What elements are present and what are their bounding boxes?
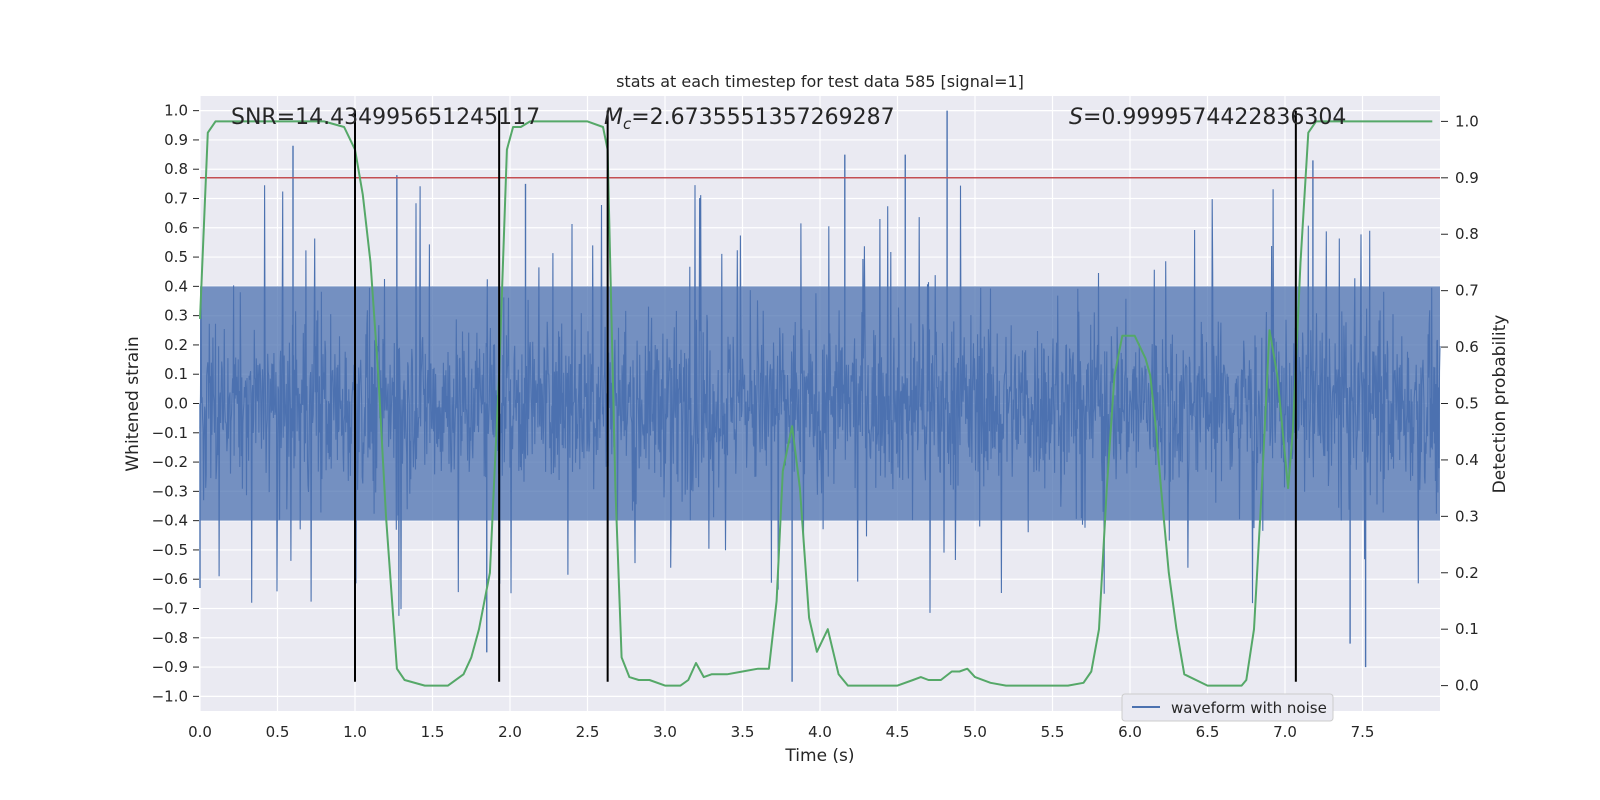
- x-tick-label: 5.0: [963, 723, 987, 741]
- y-tick-label: −0.6: [152, 570, 188, 588]
- waveform-series: [199, 110, 1441, 682]
- y2-tick-label: 0.9: [1455, 169, 1479, 187]
- probability-series: [199, 120, 1433, 687]
- x-tick-label: 6.5: [1196, 723, 1220, 741]
- chirp-mass-annotation: Mc=2.6735551357269287: [604, 105, 895, 133]
- y2-axis-label: Detection probability: [1490, 315, 1510, 494]
- y-tick-label: 0.1: [164, 365, 188, 383]
- y-tick-label: 0.6: [164, 219, 188, 237]
- x-tick-label: 4.5: [886, 723, 910, 741]
- y2-tick-label: 0.0: [1455, 677, 1479, 695]
- x-tick-label: 7.5: [1351, 723, 1375, 741]
- y-tick-label: −0.3: [152, 482, 188, 500]
- statistic-annotation: S=0.9999574422836304: [1069, 105, 1346, 130]
- y-tick-label: 0.4: [164, 277, 188, 295]
- x-tick-label: 1.5: [421, 723, 445, 741]
- snr-annotation: SNR=14.434995651245117: [231, 105, 540, 130]
- x-tick-label: 7.0: [1273, 723, 1297, 741]
- y-axis-label: Whitened strain: [123, 336, 143, 471]
- y-tick-labels: 1.0 0.9 0.8 0.7 0.6 0.5 0.4 0.3 0.2 0.1 0.0 −0.1 −0.…: [152, 102, 199, 705]
- x-tick-label: 3.0: [653, 723, 677, 741]
- y2-tick-label: 0.5: [1455, 395, 1479, 413]
- x-tick-label: 6.0: [1118, 723, 1142, 741]
- x-tick-label: 2.5: [576, 723, 600, 741]
- y-tick-label: −0.1: [152, 424, 188, 442]
- y2-tick-label: 0.3: [1455, 507, 1479, 525]
- statistic-value: =0.9999574422836304: [1083, 105, 1346, 130]
- x-tick-label: 0.5: [266, 723, 290, 741]
- y-tick-label: 0.7: [164, 190, 188, 208]
- y2-tick-label: 0.7: [1455, 282, 1479, 300]
- y2-tick-label: 0.8: [1455, 225, 1479, 243]
- x-tick-label: 4.0: [808, 723, 832, 741]
- statistic-symbol: S: [1069, 105, 1083, 130]
- x-tick-label: 5.5: [1041, 723, 1065, 741]
- y-tick-label: −0.2: [152, 453, 188, 471]
- y-tick-label: 0.2: [164, 336, 188, 354]
- chart-title: stats at each timestep for test data 585…: [616, 72, 1024, 91]
- probability-line: [199, 120, 1433, 687]
- legend-label: waveform with noise: [1171, 699, 1327, 717]
- chirp-mass-subscript: c: [623, 115, 632, 133]
- y-tick-label: 0.8: [164, 160, 188, 178]
- x-axis-label: Time (s): [784, 746, 854, 766]
- y2-tick-label: 0.6: [1455, 338, 1479, 356]
- x-tick-label: 2.0: [498, 723, 522, 741]
- y2-tick-label: 0.4: [1455, 451, 1479, 469]
- x-tick-label: 1.0: [343, 723, 367, 741]
- y-tick-label: −0.7: [152, 600, 188, 618]
- y-tick-label: −0.4: [152, 512, 188, 530]
- y-tick-label: −0.5: [152, 541, 188, 559]
- y2-tick-labels: 1.0 0.9 0.8 0.7 0.6 0.5 0.4 0.3 0.2 0.1 0.0: [1441, 112, 1479, 695]
- y-tick-label: 1.0: [164, 102, 188, 120]
- chirp-mass-value: =2.6735551357269287: [631, 105, 894, 130]
- legend: waveform with noise: [1121, 693, 1334, 722]
- y2-tick-label: 1.0: [1455, 112, 1479, 130]
- y-tick-label: 0.0: [164, 395, 188, 413]
- y-tick-label: 0.5: [164, 248, 188, 266]
- y-tick-label: −1.0: [152, 687, 188, 705]
- y-tick-label: −0.8: [152, 629, 188, 647]
- waveform-density-band: [200, 286, 1440, 521]
- x-tick-label: 0.0: [188, 723, 212, 741]
- x-tick-labels: 0.0 0.5 1.0 1.5 2.0 2.5 3.0 3.5 4.0 4.5 5.0 5.5 6.0 6…: [188, 723, 1374, 741]
- y-tick-label: 0.9: [164, 131, 188, 149]
- x-tick-label: 3.5: [731, 723, 755, 741]
- y-tick-label: 0.3: [164, 307, 188, 325]
- chirp-mass-symbol: M: [604, 105, 623, 130]
- y-tick-label: −0.9: [152, 658, 188, 676]
- legend-box: [1121, 693, 1334, 722]
- vertical-markers: [354, 110, 1297, 682]
- y2-tick-label: 0.2: [1455, 564, 1479, 582]
- y2-tick-label: 0.1: [1455, 620, 1479, 638]
